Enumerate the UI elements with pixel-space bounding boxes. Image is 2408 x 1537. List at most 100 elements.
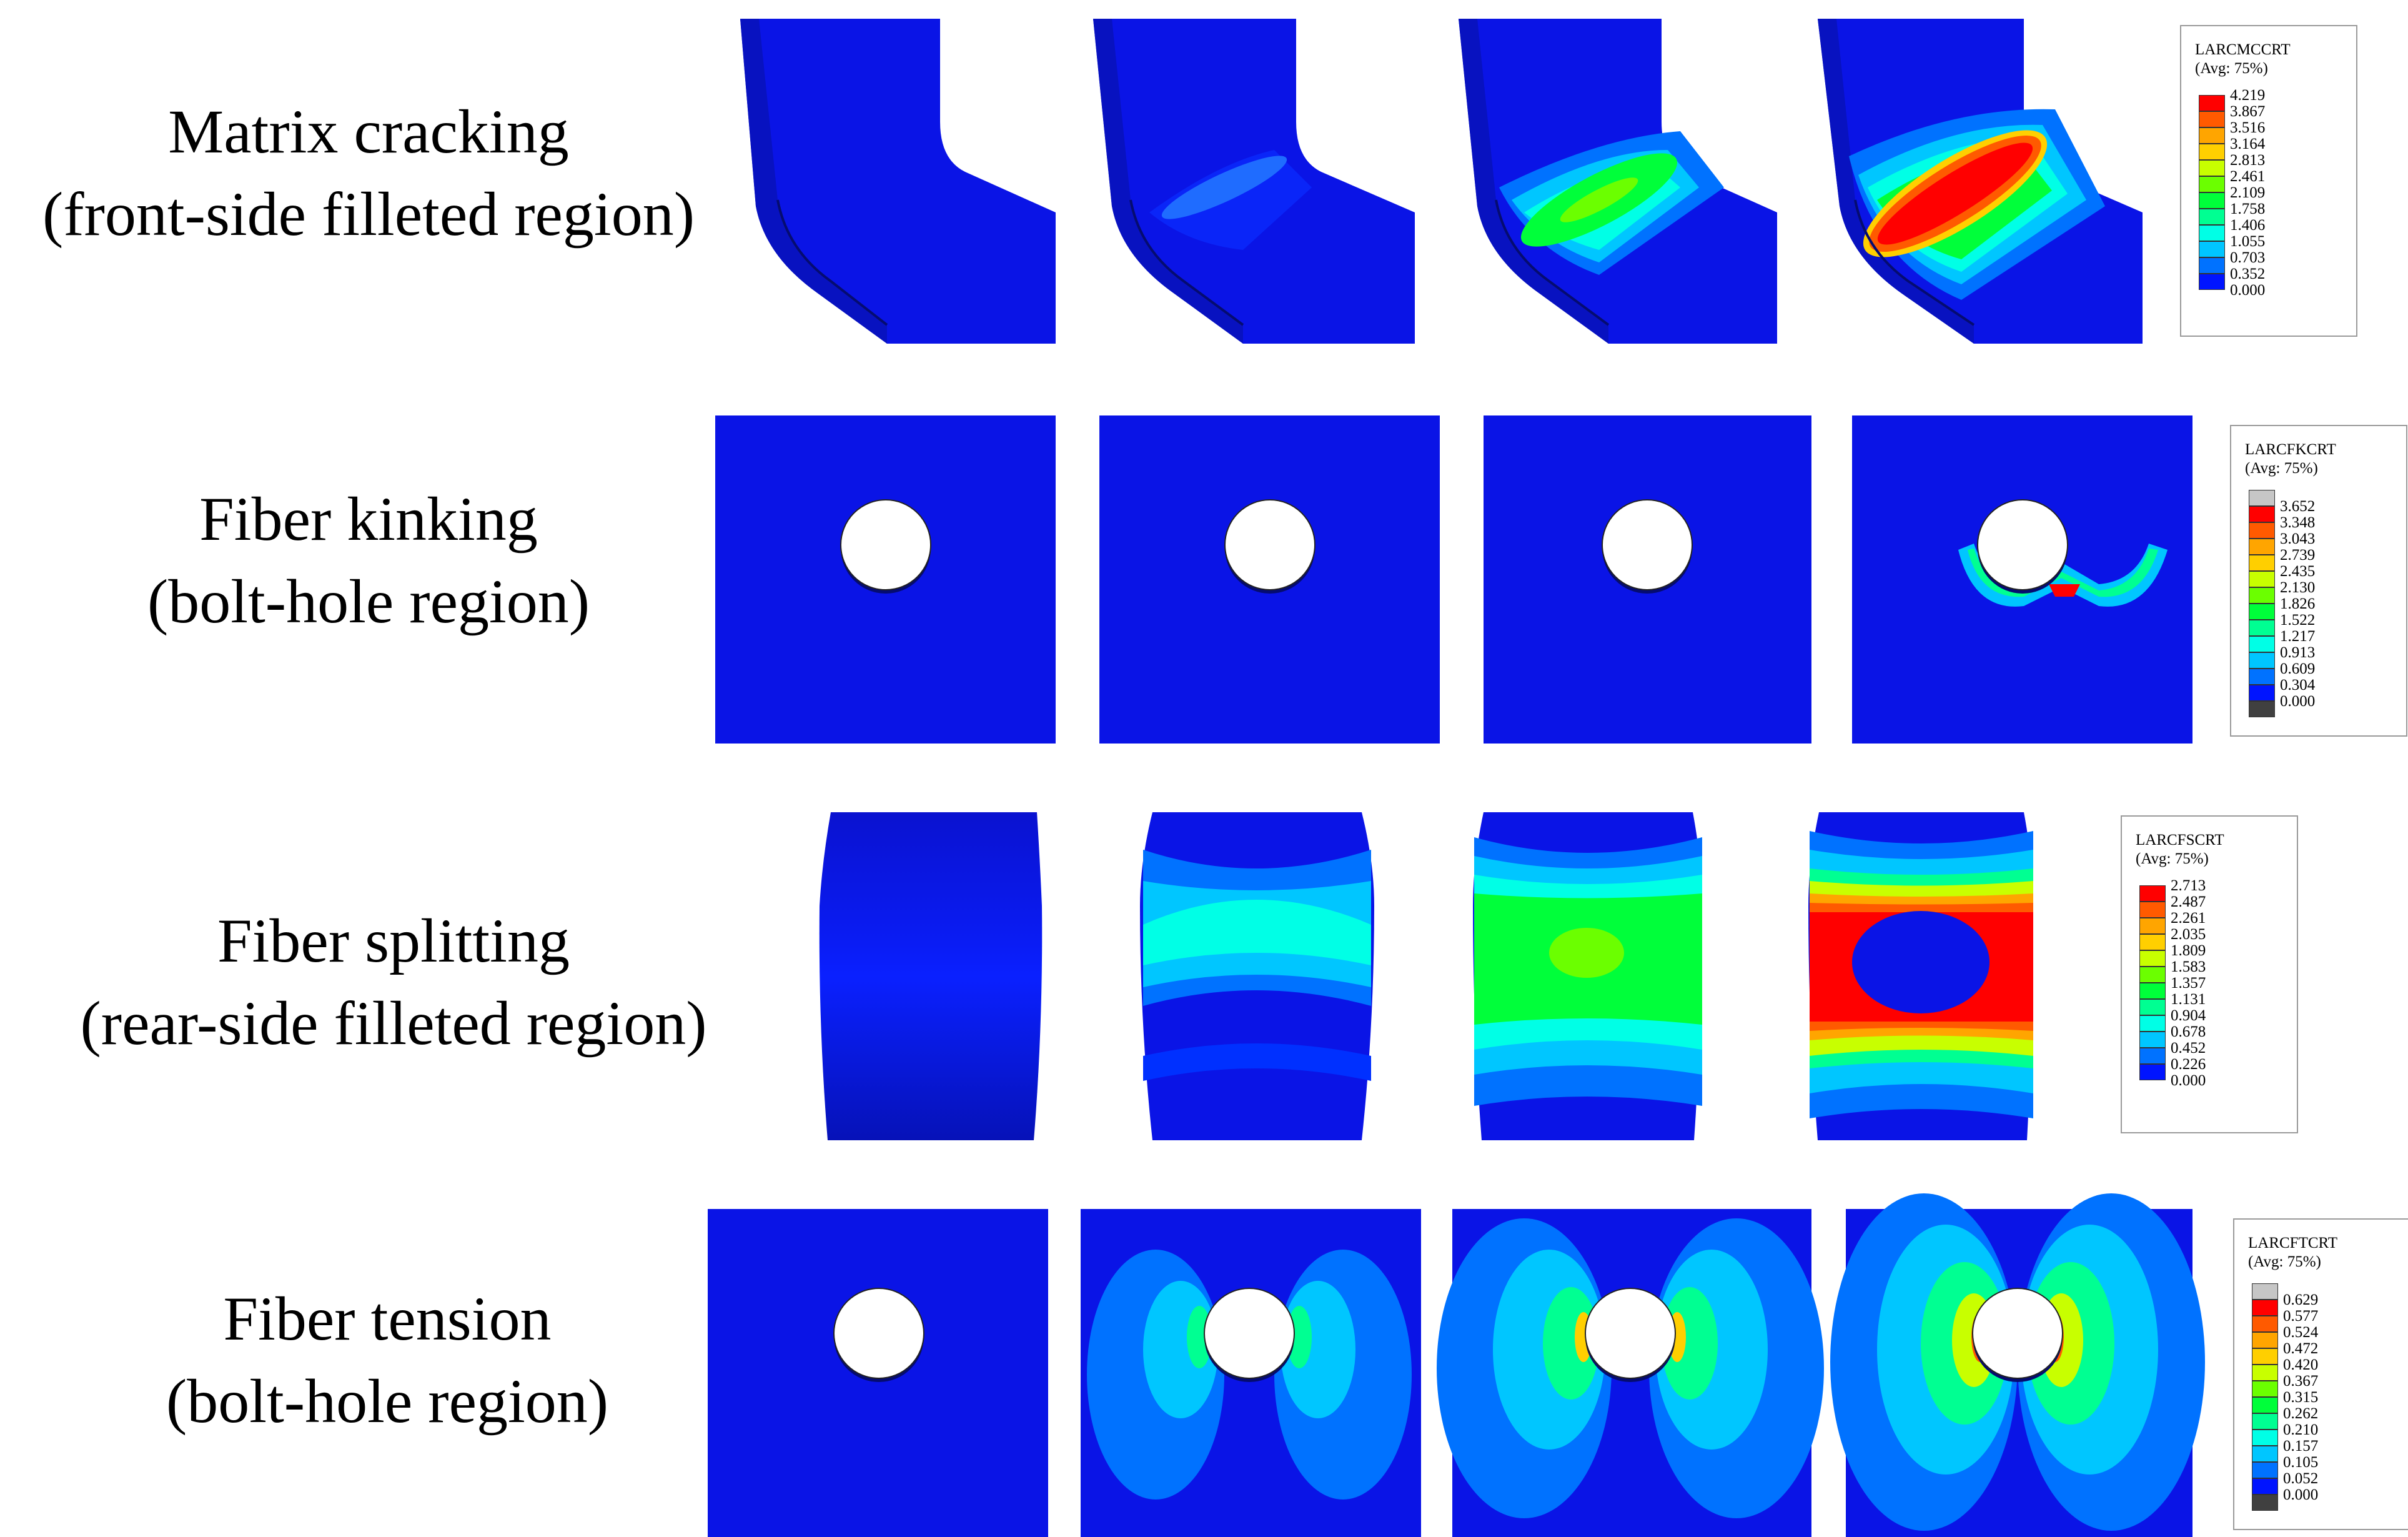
legend-swatch [2249, 652, 2275, 669]
fiber-tension-panel-3 [1437, 1209, 1824, 1537]
legend-value: 3.652 [2280, 498, 2316, 515]
legend-swatch-above-max [2252, 1283, 2278, 1300]
legend-value: 0.609 [2280, 660, 2316, 677]
legend-swatch [2199, 209, 2225, 225]
legend-variable: LARCFKCRT [2245, 441, 2336, 458]
legend-value: 1.583 [2171, 958, 2206, 975]
legend-swatch-below-min [2249, 701, 2275, 717]
legend-swatch [2139, 1032, 2166, 1048]
legend-value: 2.035 [2171, 926, 2206, 943]
legend-swatch [2199, 225, 2225, 241]
legend-fiber-splitting: LARCFSCRT (Avg: 75%) 2.713 2.487 2.261 2.035 1… [2121, 815, 2298, 1133]
legend-swatch [2249, 604, 2275, 620]
legend-swatch [2139, 918, 2166, 934]
row-label-fiber-tension: Fiber tension (bolt-hole region) [25, 1278, 750, 1443]
legend-matrix-cracking: LARCMCCRT (Avg: 75%) 4.219 3.867 3.516 3.164 2… [2180, 25, 2357, 337]
legend-value: 2.435 [2280, 563, 2316, 580]
fiber-kinking-panel-3 [1484, 415, 1811, 744]
legend-swatch-below-min [2252, 1495, 2278, 1511]
legend-value: 3.043 [2280, 530, 2316, 547]
legend-value: 1.131 [2171, 991, 2206, 1008]
legend-value: 2.461 [2230, 168, 2266, 185]
legend-averaging: (Avg: 75%) [2245, 460, 2318, 477]
legend-value: 1.055 [2230, 233, 2266, 250]
legend-swatch [2249, 555, 2275, 571]
legend-fiber-tension: LARCFTCRT (Avg: 75%) 0.629 0.577 0.524 0.472 0… [2233, 1218, 2408, 1530]
legend-value: 0.703 [2230, 249, 2266, 266]
legend-value: 2.739 [2280, 547, 2316, 564]
legend-swatch [2252, 1397, 2278, 1413]
matrix-cracking-panel-3 [1459, 19, 1777, 344]
legend-variable: LARCFTCRT [2248, 1235, 2337, 1251]
legend-swatch [2199, 241, 2225, 257]
legend-value: 2.487 [2171, 893, 2206, 910]
fiber-tension-panel-4 [1830, 1193, 2205, 1537]
legend-value: 0.226 [2171, 1056, 2206, 1073]
legend-swatch [2249, 620, 2275, 636]
legend-fiber-kinking: LARCFKCRT (Avg: 75%) 3.652 3.348 3.043 2.739 2… [2230, 425, 2407, 737]
fiber-tension-panel-1 [708, 1209, 1048, 1537]
fiber-kinking-panel-1 [715, 415, 1056, 744]
legend-value: 0.000 [2280, 693, 2316, 710]
row-label-fiber-kinking: Fiber kinking (bolt-hole region) [6, 478, 731, 643]
legend-value: 0.524 [2283, 1324, 2319, 1341]
fiber-tension-panel-2 [1081, 1209, 1421, 1537]
legend-swatch [2249, 636, 2275, 652]
row-title: Matrix cracking [168, 97, 569, 166]
row-label-matrix-cracking: Matrix cracking (front-side filleted reg… [6, 91, 731, 256]
legend-swatch [2252, 1430, 2278, 1446]
legend-value: 0.352 [2230, 266, 2266, 282]
legend-value: 1.357 [2171, 975, 2206, 992]
legend-value: 0.105 [2283, 1454, 2319, 1471]
legend-value: 0.904 [2171, 1007, 2206, 1024]
row-subtitle: (bolt-hole region) [166, 1366, 609, 1436]
legend-value: 1.522 [2280, 612, 2316, 629]
legend-value: 2.813 [2230, 152, 2266, 169]
legend-swatch [2249, 539, 2275, 555]
legend-swatch [2252, 1462, 2278, 1478]
legend-value: 2.109 [2230, 184, 2266, 201]
legend-variable: LARCFSCRT [2136, 832, 2224, 848]
legend-value: 1.217 [2280, 628, 2316, 645]
legend-swatch [2199, 95, 2225, 111]
legend-swatch [2249, 522, 2275, 539]
legend-swatch [2199, 127, 2225, 144]
legend-swatch [2249, 685, 2275, 701]
legend-value: 3.164 [2230, 136, 2266, 152]
matrix-cracking-panel-2 [1093, 19, 1415, 344]
legend-variable: LARCMCCRT [2195, 41, 2291, 58]
legend-swatch [2249, 587, 2275, 604]
legend-swatch [2139, 934, 2166, 950]
legend-swatch [2252, 1446, 2278, 1462]
fiber-splitting-panel-2 [1140, 812, 1374, 1140]
row-subtitle: (front-side filleted region) [42, 179, 695, 249]
fiber-splitting-panel-1 [819, 812, 1043, 1140]
fiber-splitting-panel-4 [1808, 812, 2033, 1140]
legend-swatch [2199, 257, 2225, 274]
legend-value: 3.867 [2230, 103, 2266, 120]
legend-value: 0.367 [2283, 1373, 2319, 1390]
legend-swatch [2139, 902, 2166, 918]
legend-value: 1.809 [2171, 942, 2206, 959]
legend-value: 1.406 [2230, 217, 2266, 234]
row-label-fiber-splitting: Fiber splitting (rear-side filleted regi… [31, 900, 756, 1065]
legend-swatch [2199, 144, 2225, 160]
row-title: Fiber kinking [199, 484, 538, 554]
legend-swatch [2139, 1064, 2166, 1080]
row-title: Fiber tension [223, 1284, 552, 1353]
legend-value: 0.157 [2283, 1438, 2319, 1455]
legend-swatch [2252, 1365, 2278, 1381]
legend-value: 0.913 [2280, 644, 2316, 661]
fiber-kinking-panel-2 [1099, 415, 1440, 744]
legend-swatch [2249, 506, 2275, 522]
fiber-splitting-panel-3 [1473, 812, 1702, 1140]
row-subtitle: (bolt-hole region) [147, 567, 590, 636]
legend-averaging: (Avg: 75%) [2136, 850, 2209, 867]
legend-swatch [2199, 274, 2225, 290]
legend-value: 0.577 [2283, 1308, 2319, 1325]
legend-value: 0.304 [2280, 677, 2316, 694]
legend-value: 4.219 [2230, 87, 2266, 104]
legend-swatch [2252, 1413, 2278, 1430]
legend-value: 3.516 [2230, 119, 2266, 136]
